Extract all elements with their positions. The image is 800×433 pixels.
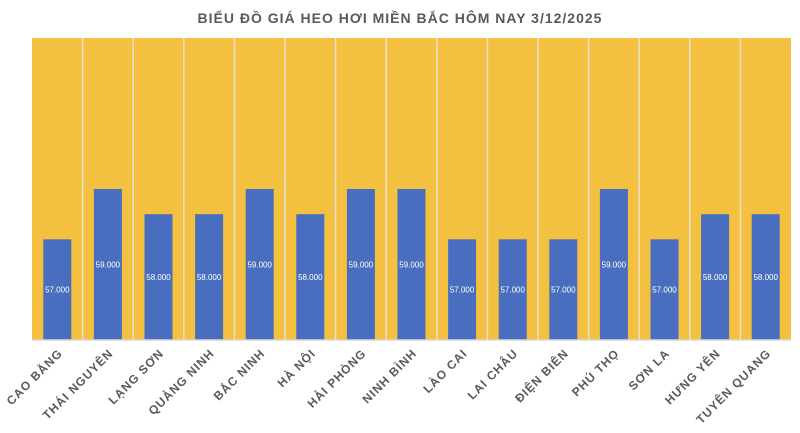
bar <box>397 189 426 340</box>
category-label: HÀ NỘI <box>274 346 319 391</box>
bar <box>498 239 527 340</box>
category-label: PHÚ THỌ <box>568 346 622 400</box>
bar <box>549 239 578 340</box>
data-label: 58.000 <box>298 273 323 282</box>
data-label: 59.000 <box>399 261 424 270</box>
bar <box>245 189 274 340</box>
data-label: 59.000 <box>602 261 627 270</box>
category-label: LAI CHÂU <box>464 346 521 403</box>
bar <box>144 214 173 340</box>
data-label: 57.000 <box>652 286 677 295</box>
chart-title: BIỂU ĐỒ GIÁ HEO HƠI MIỀN BẮC HÔM NAY 3/1… <box>197 10 603 26</box>
bar <box>448 239 477 340</box>
bar <box>751 214 780 340</box>
data-label: 57.000 <box>45 286 70 295</box>
category-label: SƠN LA <box>626 346 673 393</box>
bar <box>346 189 375 340</box>
data-label: 57.000 <box>551 286 576 295</box>
bar <box>296 214 325 340</box>
bar <box>650 239 679 340</box>
data-label: 57.000 <box>450 286 475 295</box>
data-label: 58.000 <box>197 273 222 282</box>
bar <box>599 189 628 340</box>
data-label: 59.000 <box>247 261 272 270</box>
bar <box>43 239 72 340</box>
data-label: 58.000 <box>753 273 778 282</box>
category-label: ĐIỆN BIÊN <box>512 346 572 406</box>
data-label: 58.000 <box>703 273 728 282</box>
category-label: NINH BÌNH <box>359 346 420 407</box>
bar <box>195 214 224 340</box>
bar <box>701 214 730 340</box>
data-label: 57.000 <box>500 286 525 295</box>
data-label: 59.000 <box>349 261 374 270</box>
category-label: LÀO CAI <box>420 346 470 396</box>
data-label: 58.000 <box>146 273 171 282</box>
data-label: 59.000 <box>96 261 121 270</box>
bar <box>93 189 122 340</box>
category-label: BẮC NINH <box>210 346 268 404</box>
